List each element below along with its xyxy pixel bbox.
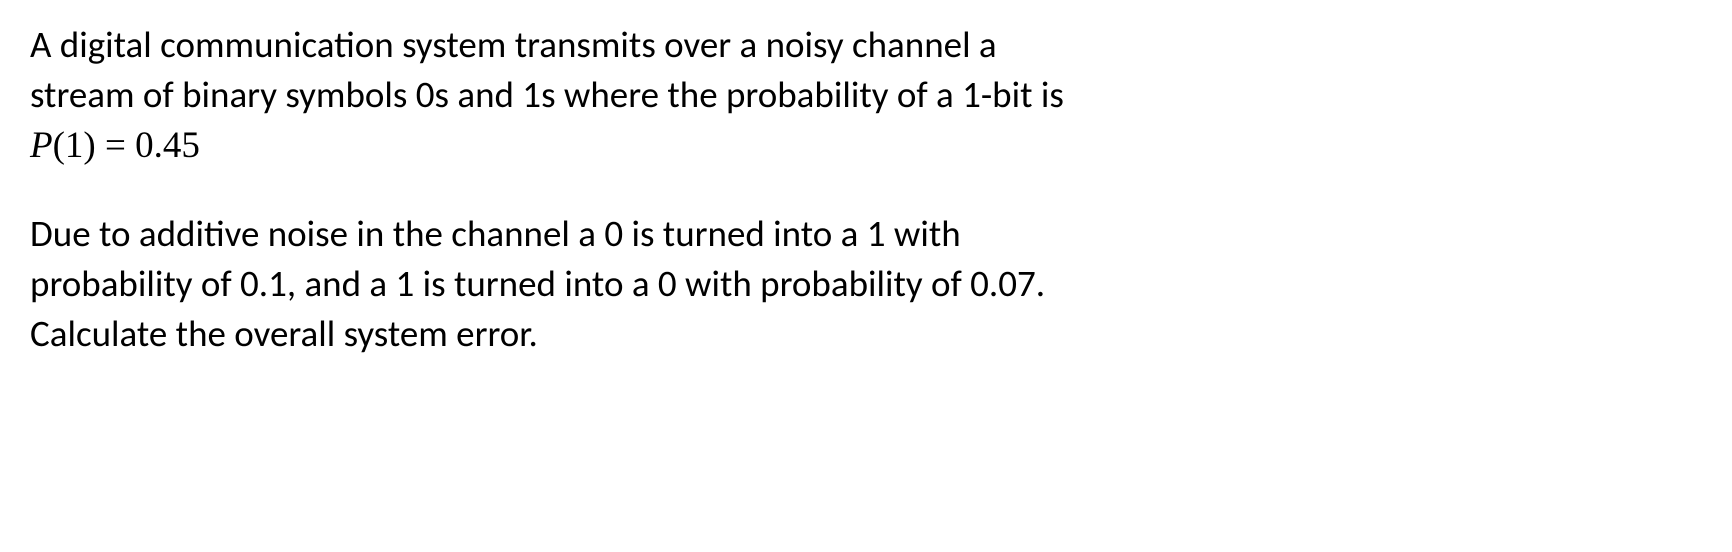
text-line-2: stream of binary symbols 0s and 1s where… [30,72,1064,117]
text-line-3: Due to additive noise in the channel a 0… [30,211,961,256]
equation-arg: (1) [53,125,96,166]
problem-paragraph-1: A digital communication system transmits… [30,20,1702,171]
text-line-5: Calculate the overall system error. [30,311,538,356]
problem-paragraph-2: Due to additive noise in the channel a 0… [30,209,1702,359]
text-line-4: probability of 0.1, and a 1 is turned in… [30,261,1045,306]
equation-p1: P(1) = 0.45 [30,125,200,166]
equation-eq: = [96,125,135,166]
equation-var: P [30,125,53,166]
text-line-1: A digital communication system transmits… [30,22,997,67]
equation-val: 0.45 [135,125,200,166]
